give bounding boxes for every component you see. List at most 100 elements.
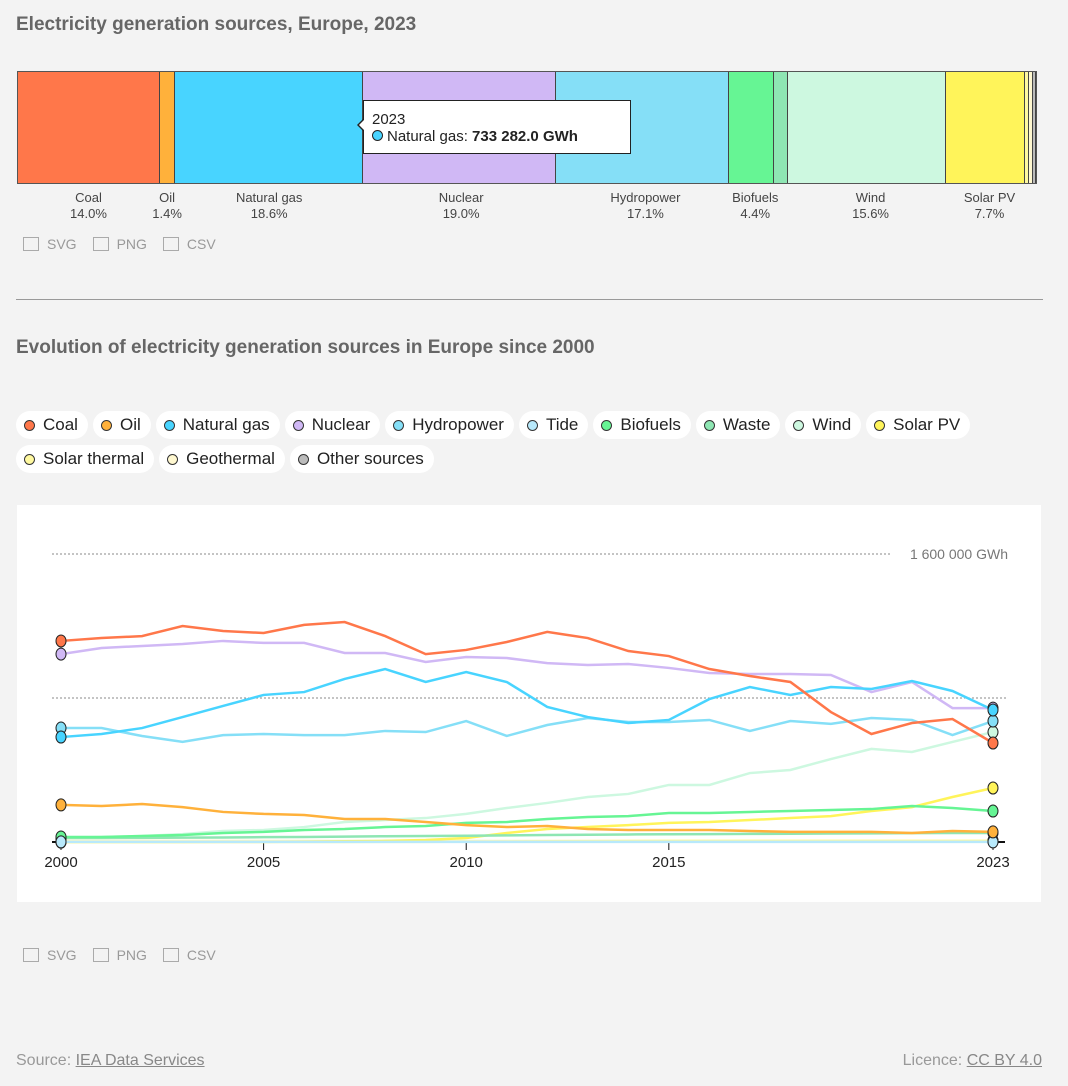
legend-dot-icon [703, 419, 715, 431]
bar-label-name: Hydropower [610, 190, 681, 205]
bar-label-name: Wind [855, 190, 886, 205]
bar-label-pct: 14.0% [70, 206, 107, 221]
export-svg-label: SVG [47, 947, 77, 963]
export-png-label: PNG [116, 236, 147, 252]
series-end-marker [987, 725, 999, 739]
bar-segment[interactable] [1024, 72, 1029, 183]
bar-label-name: Oil [159, 190, 176, 205]
table-icon [162, 237, 179, 251]
image-icon [23, 948, 39, 962]
legend-item[interactable]: Other sources [289, 445, 434, 473]
series-end-marker [987, 736, 999, 750]
bar-label-pct: 18.6% [250, 206, 288, 221]
bar-label: Biofuels 4.4% [732, 190, 779, 226]
legend-dot-icon [393, 419, 405, 431]
legend-label: Other sources [316, 449, 424, 468]
licence-link[interactable]: CC BY 4.0 [966, 1052, 1042, 1069]
legend-dot-icon [292, 419, 304, 431]
series-end-marker [55, 730, 67, 744]
legend-item[interactable]: Natural gas [155, 411, 280, 439]
x-tick-label: 2010 [450, 854, 483, 871]
divider [16, 299, 1043, 300]
legend-dot-icon [24, 453, 35, 465]
bar-label-pct: 17.1% [627, 206, 664, 221]
export-svg-label: SVG [47, 236, 77, 252]
bar-segment[interactable] [175, 72, 364, 183]
export-csv-button[interactable]: CSV [162, 947, 216, 963]
series-line-coal [60, 620, 994, 745]
bar-label-name: Nuclear [438, 190, 484, 205]
bar-segment[interactable] [18, 72, 160, 183]
legend-label: Hydropower [412, 415, 504, 434]
series-end-marker [55, 634, 67, 648]
legend-label: Oil [119, 415, 141, 434]
legend-item[interactable]: Solar PV [866, 411, 971, 439]
image-icon [92, 237, 109, 251]
legend-item[interactable]: Nuclear [284, 411, 381, 439]
legend-item[interactable]: Oil [92, 411, 151, 439]
series-end-marker [987, 703, 999, 717]
legend-dot-icon [793, 419, 805, 431]
bar-label-pct: 4.4% [740, 206, 771, 221]
legend-item[interactable]: Biofuels [593, 411, 691, 439]
line-chart: 1 600 000 GWh 2000 2005 2010 2015 2023 [17, 505, 1041, 902]
bar-label-name: Natural gas [235, 190, 303, 205]
export-png-label: PNG [116, 947, 147, 963]
legend-item[interactable]: Waste [695, 411, 781, 439]
bar-labels: Coal 14.0% Oil 1.4% Natural gas 18.6% Nuclear 1… [17, 190, 1037, 226]
legend-item[interactable]: Hydropower [385, 411, 514, 439]
bar-label: Natural gas 18.6% [174, 190, 364, 226]
export-png-button[interactable]: PNG [92, 947, 147, 963]
export-csv-button[interactable]: CSV [162, 236, 216, 252]
licence-label: Licence: [902, 1052, 967, 1069]
x-tick-label: 2000 [44, 854, 77, 871]
line-chart-svg: 1 600 000 GWh 2000 2005 2010 2015 2023 [44, 546, 1009, 871]
source-link[interactable]: IEA Data Services [75, 1052, 205, 1069]
export-svg-button[interactable]: SVG [23, 947, 77, 963]
legend-dot-icon [874, 419, 886, 431]
legend-label: Biofuels [620, 415, 681, 434]
export-csv-label: CSV [186, 947, 216, 963]
image-icon [23, 237, 39, 251]
series-end-marker [987, 781, 999, 795]
x-tick-label: 2005 [247, 854, 280, 871]
bar-label-name: Biofuels [732, 190, 779, 205]
bar-segment[interactable] [946, 72, 1025, 183]
bar-label: Oil 1.4% [152, 190, 182, 226]
bar-label-pct: 1.4% [152, 206, 182, 221]
bar-segment[interactable] [159, 72, 176, 183]
bar-segment[interactable] [788, 72, 947, 183]
series-end-marker [55, 798, 67, 812]
bar-segment[interactable] [774, 72, 789, 183]
export-toolbar-1: SVG PNG CSV [23, 236, 216, 252]
tooltip: 2023 Natural gas: 733 282.0 GWh [357, 100, 631, 154]
legend-item[interactable]: Geothermal [159, 445, 285, 473]
tooltip-year: 2023 [372, 111, 406, 128]
export-svg-button[interactable]: SVG [23, 236, 77, 252]
legend-label: Geothermal [186, 449, 275, 468]
legend-dot-icon [526, 419, 538, 431]
series-line-wind [60, 730, 994, 840]
legend-label: Solar PV [893, 415, 961, 434]
export-png-button[interactable]: PNG [92, 236, 147, 252]
legend-item[interactable]: Tide [518, 411, 589, 439]
bar-label: Coal 14.0% [17, 190, 160, 226]
tooltip-value: 733 282.0 GWh [472, 128, 578, 145]
bar-segment[interactable] [1032, 72, 1036, 183]
legend-item[interactable]: Wind [785, 411, 862, 439]
legend-label: Waste [722, 415, 771, 434]
export-csv-label: CSV [186, 236, 216, 252]
legend-dot-icon [100, 419, 112, 431]
legend-item[interactable]: Coal [16, 411, 88, 439]
series-line-nuclear [60, 639, 993, 710]
series-line-oil [60, 802, 994, 835]
bar-segment[interactable] [728, 72, 775, 183]
legend-item[interactable]: Solar thermal [16, 445, 155, 473]
legend-label: Nuclear [311, 415, 371, 434]
series-line-waste [61, 831, 993, 840]
bar-segment[interactable] [1028, 72, 1033, 183]
source-label: Source: [16, 1052, 76, 1069]
export-toolbar-2: SVG PNG CSV [23, 947, 216, 963]
legend-dot-icon [601, 419, 613, 431]
legend-label: Natural gas [182, 415, 270, 434]
